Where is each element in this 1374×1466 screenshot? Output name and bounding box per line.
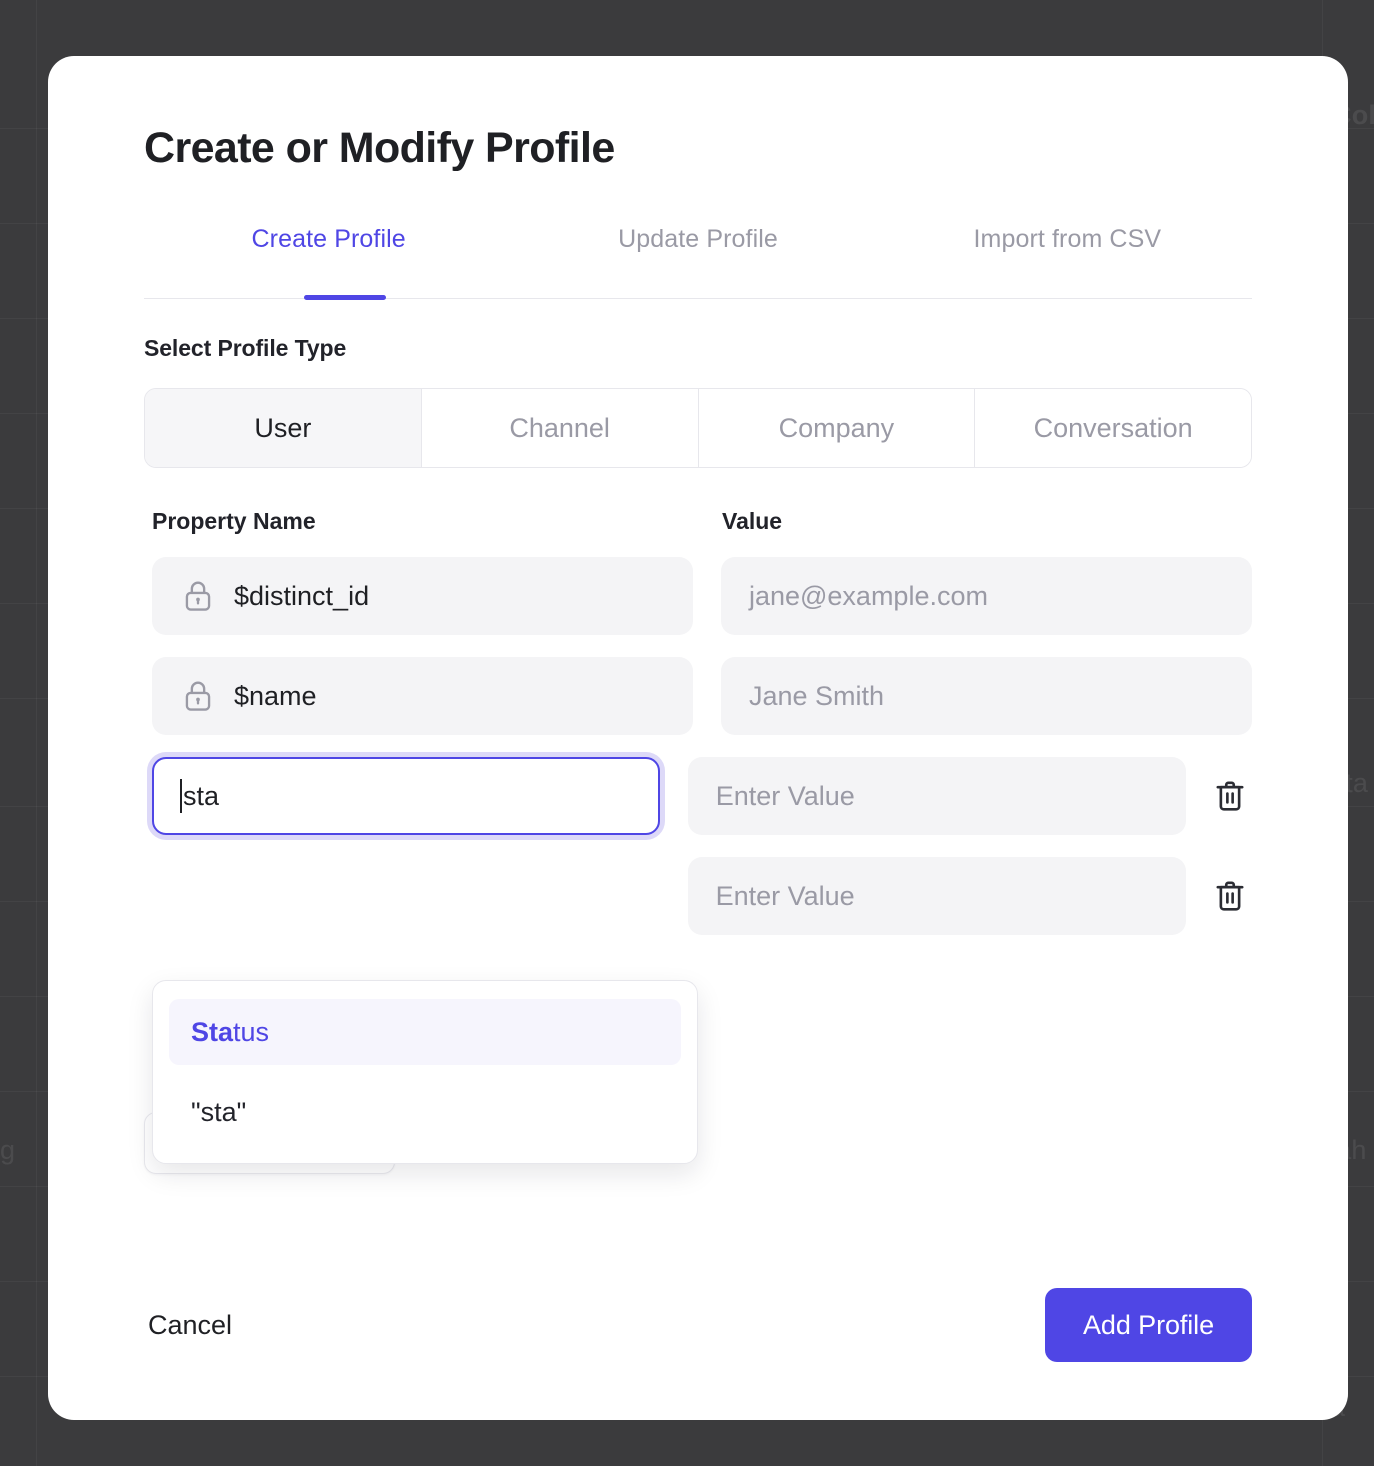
property-value-field-4[interactable]: Enter Value: [687, 857, 1186, 935]
profile-type-option-user[interactable]: User: [145, 389, 422, 467]
dialog-tabs: Create Profile Update Profile Import fro…: [144, 223, 1252, 300]
tab-create-profile[interactable]: Create Profile: [251, 225, 406, 253]
property-row: sta Enter Value: [144, 757, 1252, 835]
property-name-field-distinct-id[interactable]: $distinct_id: [152, 557, 693, 635]
autocomplete-rest-text: tus: [233, 1016, 270, 1047]
select-profile-type-label: Select Profile Type: [144, 335, 347, 361]
property-name-text: sta: [183, 780, 220, 811]
background-text-fragment: g: [0, 1135, 16, 1165]
property-name-autocomplete-dropdown: Sta tus "sta": [152, 980, 698, 1164]
property-name-text: $distinct_id: [234, 580, 370, 611]
profile-type-option-conversation[interactable]: Conversation: [975, 389, 1251, 467]
dialog-footer: Cancel Add Profile: [144, 1288, 1252, 1362]
lock-icon: [180, 678, 216, 714]
property-row: $name Jane Smith: [144, 657, 1252, 735]
property-value-field-name[interactable]: Jane Smith: [720, 657, 1252, 735]
autocomplete-option-status[interactable]: Sta tus: [169, 999, 681, 1065]
profile-type-option-channel[interactable]: Channel: [421, 389, 699, 467]
property-value-field-distinct-id[interactable]: jane@example.com: [720, 557, 1252, 635]
page-title: Create or Modify Profile: [144, 124, 615, 172]
delete-property-button[interactable]: [1208, 774, 1252, 818]
tab-import-from-csv[interactable]: Import from CSV: [973, 225, 1162, 253]
profile-type-option-company[interactable]: Company: [698, 389, 976, 467]
column-header-property-name: Property Name: [152, 508, 316, 534]
autocomplete-match-text: Sta: [191, 1016, 234, 1047]
property-row: Enter Value: [144, 857, 1252, 935]
background-table-column-rule: [36, 0, 37, 1466]
lock-icon: [180, 578, 216, 614]
property-value-field-3[interactable]: Enter Value: [687, 757, 1186, 835]
property-value-placeholder: jane@example.com: [748, 580, 988, 611]
column-header-value: Value: [722, 508, 783, 534]
create-or-modify-profile-dialog: Create or Modify Profile Create Profile …: [48, 56, 1348, 1420]
tab-update-profile[interactable]: Update Profile: [618, 225, 778, 253]
property-value-placeholder: Enter Value: [715, 780, 855, 811]
property-table-headers: Property Name Value: [144, 508, 1252, 535]
cancel-button[interactable]: Cancel: [144, 1300, 236, 1351]
delete-property-button[interactable]: [1208, 874, 1252, 918]
autocomplete-option-literal[interactable]: "sta": [191, 1096, 247, 1127]
active-tab-indicator: [304, 295, 386, 300]
profile-type-segmented-control: User Channel Company Conversation: [144, 388, 1252, 468]
property-name-field-name[interactable]: $name: [152, 657, 693, 735]
property-name-input-active[interactable]: sta: [152, 757, 660, 835]
property-row: $distinct_id jane@example.com: [144, 557, 1252, 635]
add-profile-button[interactable]: Add Profile: [1045, 1288, 1252, 1362]
property-value-placeholder: Enter Value: [715, 880, 855, 911]
property-value-placeholder: Jane Smith: [748, 680, 885, 711]
text-caret: [180, 779, 182, 813]
property-name-text: $name: [234, 680, 317, 711]
